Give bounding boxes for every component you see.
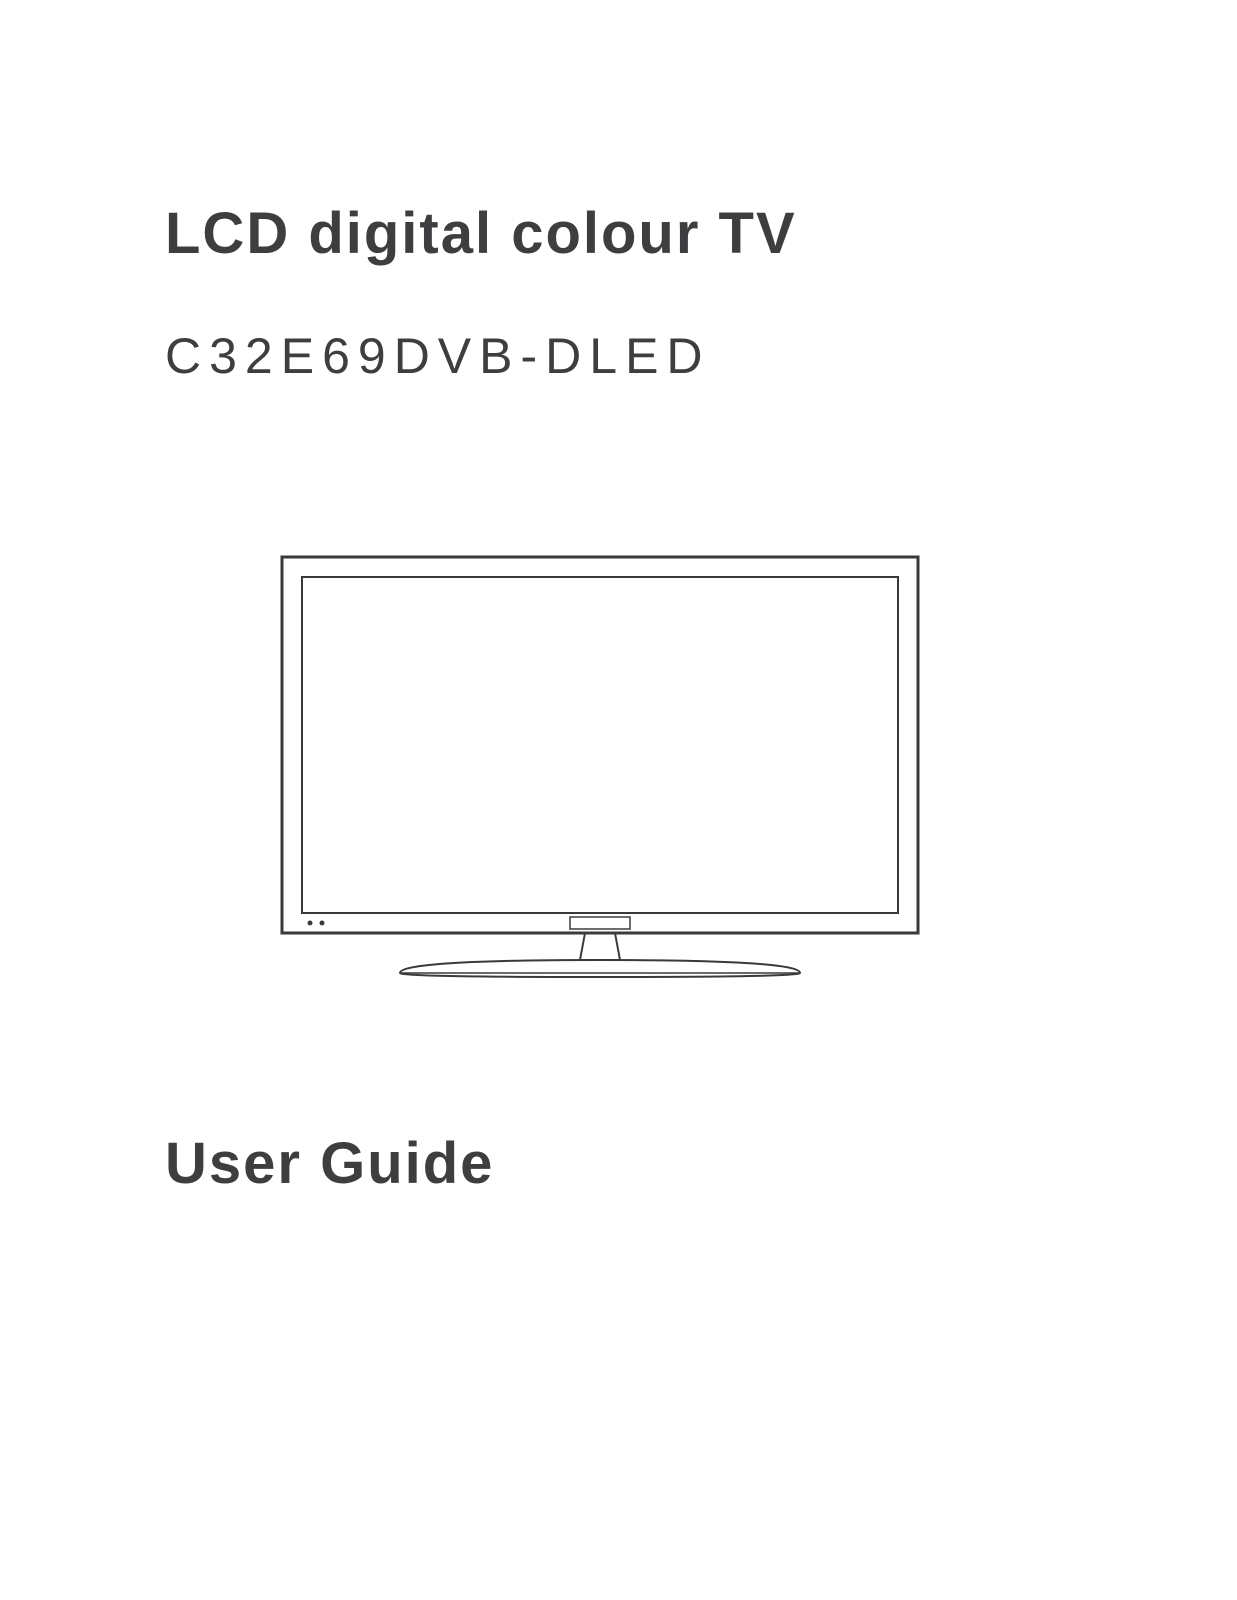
model-number: C32E69DVB-DLED xyxy=(165,327,1107,385)
document-title: LCD digital colour TV xyxy=(165,200,1107,267)
page-content: LCD digital colour TV C32E69DVB-DLED Use… xyxy=(0,0,1237,1197)
tv-icon xyxy=(280,555,920,985)
document-subtitle: User Guide xyxy=(165,1130,1107,1197)
tv-illustration xyxy=(280,555,1107,990)
